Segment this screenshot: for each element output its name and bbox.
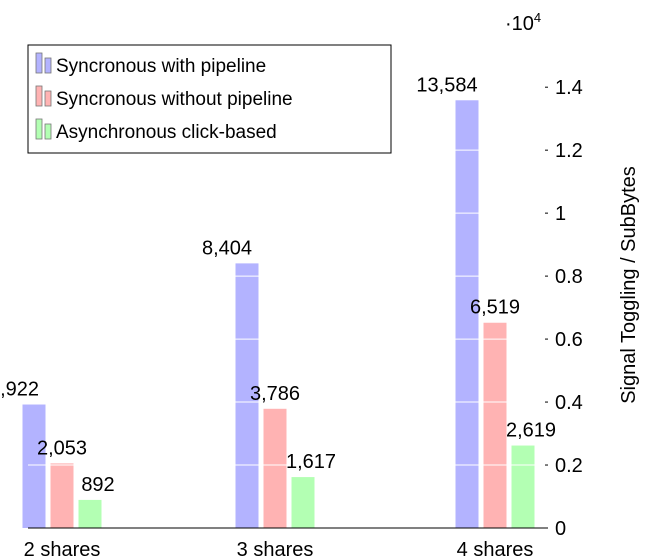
data-label: 1,617: [286, 451, 336, 473]
y-scale-label: ·104: [505, 10, 541, 35]
x-tick-labels: 2 shares 3 shares 4 shares: [24, 539, 534, 560]
x-tick-label: 2 shares: [24, 539, 101, 560]
bar-3-1: [78, 499, 102, 528]
x-tick-label: 4 shares: [457, 539, 534, 560]
legend-swatch: [35, 85, 43, 107]
y-scale-exponent: 4: [534, 10, 541, 25]
bar-2-1: [50, 463, 74, 528]
bar-1-2: [235, 263, 259, 528]
data-label: 2,053: [37, 437, 87, 459]
x-tick-label: 3 shares: [237, 539, 314, 560]
value-labels-group: 3,922 8,404 13,584 2,053 3,786 6,519 892 1,617 2…: [0, 74, 556, 496]
y-tick-label: 0: [555, 518, 566, 540]
data-label: 892: [81, 474, 114, 496]
data-label: 3,786: [250, 383, 300, 405]
y-tick-label: 1: [555, 203, 566, 225]
data-label: 2,619: [506, 420, 556, 442]
data-label: 8,404: [202, 237, 252, 259]
legend-label: Syncronous with pipeline: [56, 56, 266, 77]
y-scale-base: ·10: [505, 13, 534, 35]
bar-3-2: [291, 477, 315, 528]
bar-1-1: [22, 404, 46, 528]
legend-swatch: [44, 123, 52, 140]
legend-swatch: [35, 118, 43, 140]
y-tick-labels: 0 0.2 0.4 0.6 0.8 1 1.2 1.4: [545, 77, 583, 540]
bar-2-3: [483, 322, 507, 528]
legend-label: Syncronous without pipeline: [56, 89, 293, 110]
y-tick-label: 1.4: [555, 77, 583, 99]
legend-swatch: [35, 52, 43, 74]
y-tick-label: 0.4: [555, 392, 583, 414]
bar-1-3: [455, 100, 479, 528]
bar-2-2: [263, 408, 287, 528]
legend: Syncronous with pipeline Syncronous witho…: [27, 44, 392, 154]
data-label: 6,519: [470, 297, 520, 319]
bars-group: [22, 100, 535, 528]
data-label: 3,922: [0, 379, 39, 401]
bar-3-3: [511, 445, 535, 528]
legend-label: Asynchronous click-based: [56, 122, 277, 143]
legend-swatch: [44, 57, 52, 74]
data-label: 13,584: [416, 74, 477, 96]
y-tick-label: 1.2: [555, 140, 583, 162]
y-tick-label: 0.6: [555, 329, 583, 351]
y-axis-label: Signal Toggling / SubBytes: [618, 166, 640, 404]
y-tick-label: 0.8: [555, 266, 583, 288]
y-tick-label: 0.2: [555, 455, 583, 477]
legend-box: [27, 44, 392, 154]
legend-swatch: [44, 90, 52, 107]
